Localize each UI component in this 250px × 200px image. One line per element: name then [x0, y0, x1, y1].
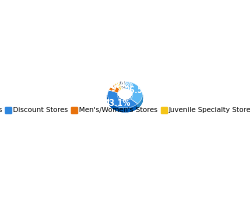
Polygon shape [125, 101, 126, 104]
Polygon shape [133, 106, 134, 110]
Text: 5.4%: 5.4% [112, 80, 133, 89]
Text: 36.5%: 36.5% [124, 86, 150, 95]
Text: 4.7%: 4.7% [108, 81, 129, 90]
Polygon shape [122, 108, 123, 112]
PathPatch shape [119, 81, 125, 89]
Polygon shape [113, 104, 114, 108]
Polygon shape [129, 108, 130, 111]
Polygon shape [139, 102, 140, 106]
Polygon shape [124, 101, 125, 104]
Polygon shape [112, 104, 113, 108]
Polygon shape [126, 101, 127, 104]
Polygon shape [119, 107, 120, 111]
Polygon shape [111, 103, 112, 107]
Polygon shape [127, 100, 128, 104]
Polygon shape [135, 105, 136, 109]
Polygon shape [115, 105, 116, 110]
Polygon shape [137, 104, 138, 108]
Polygon shape [130, 107, 131, 111]
PathPatch shape [114, 82, 122, 90]
Polygon shape [127, 108, 128, 112]
Polygon shape [120, 108, 122, 111]
Polygon shape [126, 108, 127, 112]
Polygon shape [136, 104, 137, 108]
Polygon shape [124, 108, 126, 112]
Polygon shape [128, 108, 129, 112]
PathPatch shape [109, 84, 120, 93]
Polygon shape [140, 100, 141, 105]
Polygon shape [116, 106, 117, 110]
Polygon shape [121, 100, 122, 104]
Legend: Department Stores, Discount Stores, Men's/Women's Stores, Juvenile Specialty Sto: Department Stores, Discount Stores, Men'… [0, 104, 250, 116]
PathPatch shape [125, 82, 142, 104]
PathPatch shape [108, 90, 138, 108]
Polygon shape [129, 100, 130, 103]
Polygon shape [138, 103, 139, 107]
Polygon shape [110, 102, 111, 106]
Text: 8.9%: 8.9% [104, 84, 125, 93]
Polygon shape [128, 100, 129, 104]
Polygon shape [108, 99, 109, 103]
Polygon shape [114, 105, 115, 109]
Polygon shape [119, 99, 120, 103]
Polygon shape [123, 108, 124, 112]
Polygon shape [123, 101, 124, 104]
Polygon shape [134, 105, 135, 110]
Text: 43.1%: 43.1% [105, 99, 131, 108]
Polygon shape [109, 100, 110, 105]
Polygon shape [120, 100, 121, 103]
Polygon shape [118, 107, 119, 111]
Polygon shape [131, 107, 132, 111]
Polygon shape [132, 106, 133, 110]
Polygon shape [122, 100, 123, 104]
Polygon shape [130, 99, 131, 103]
